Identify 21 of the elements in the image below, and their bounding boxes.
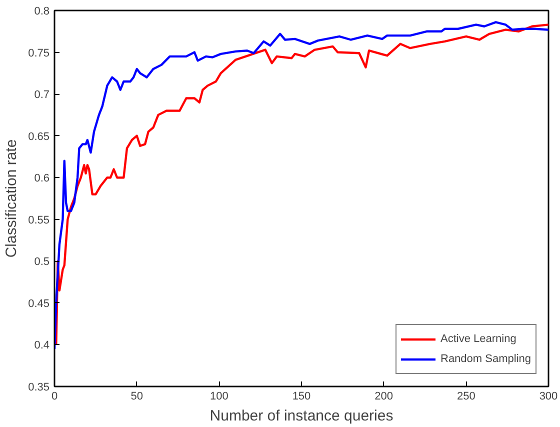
x-tick-label: 0 (51, 390, 58, 402)
y-tick-label: 0.75 (28, 47, 50, 60)
x-tick-label: 100 (210, 390, 228, 402)
y-tick-label: 0.55 (28, 214, 50, 226)
y-tick-label: 0.6 (34, 172, 50, 185)
x-tick-label: 200 (374, 390, 394, 402)
x-tick-label: 150 (292, 390, 311, 402)
y-tick-label: 0.7 (34, 89, 50, 102)
x-axis-title: Number of instance queries (210, 408, 394, 424)
y-axis-title: Classification rate (3, 139, 20, 258)
y-tick-label: 0.65 (28, 130, 50, 143)
y-tick-label: 0.5 (34, 256, 50, 268)
legend-label: Random Sampling (440, 352, 531, 366)
x-tick-label: 50 (130, 390, 143, 402)
x-tick-label: 250 (456, 390, 476, 402)
legend-label: Active Learning (440, 332, 516, 346)
x-tick-label: 300 (539, 390, 558, 402)
y-tick-label: 0.4 (34, 340, 50, 352)
y-tick-label: 0.8 (34, 6, 50, 18)
y-tick-label: 0.45 (28, 298, 50, 310)
y-tick-label: 0.35 (28, 382, 50, 394)
